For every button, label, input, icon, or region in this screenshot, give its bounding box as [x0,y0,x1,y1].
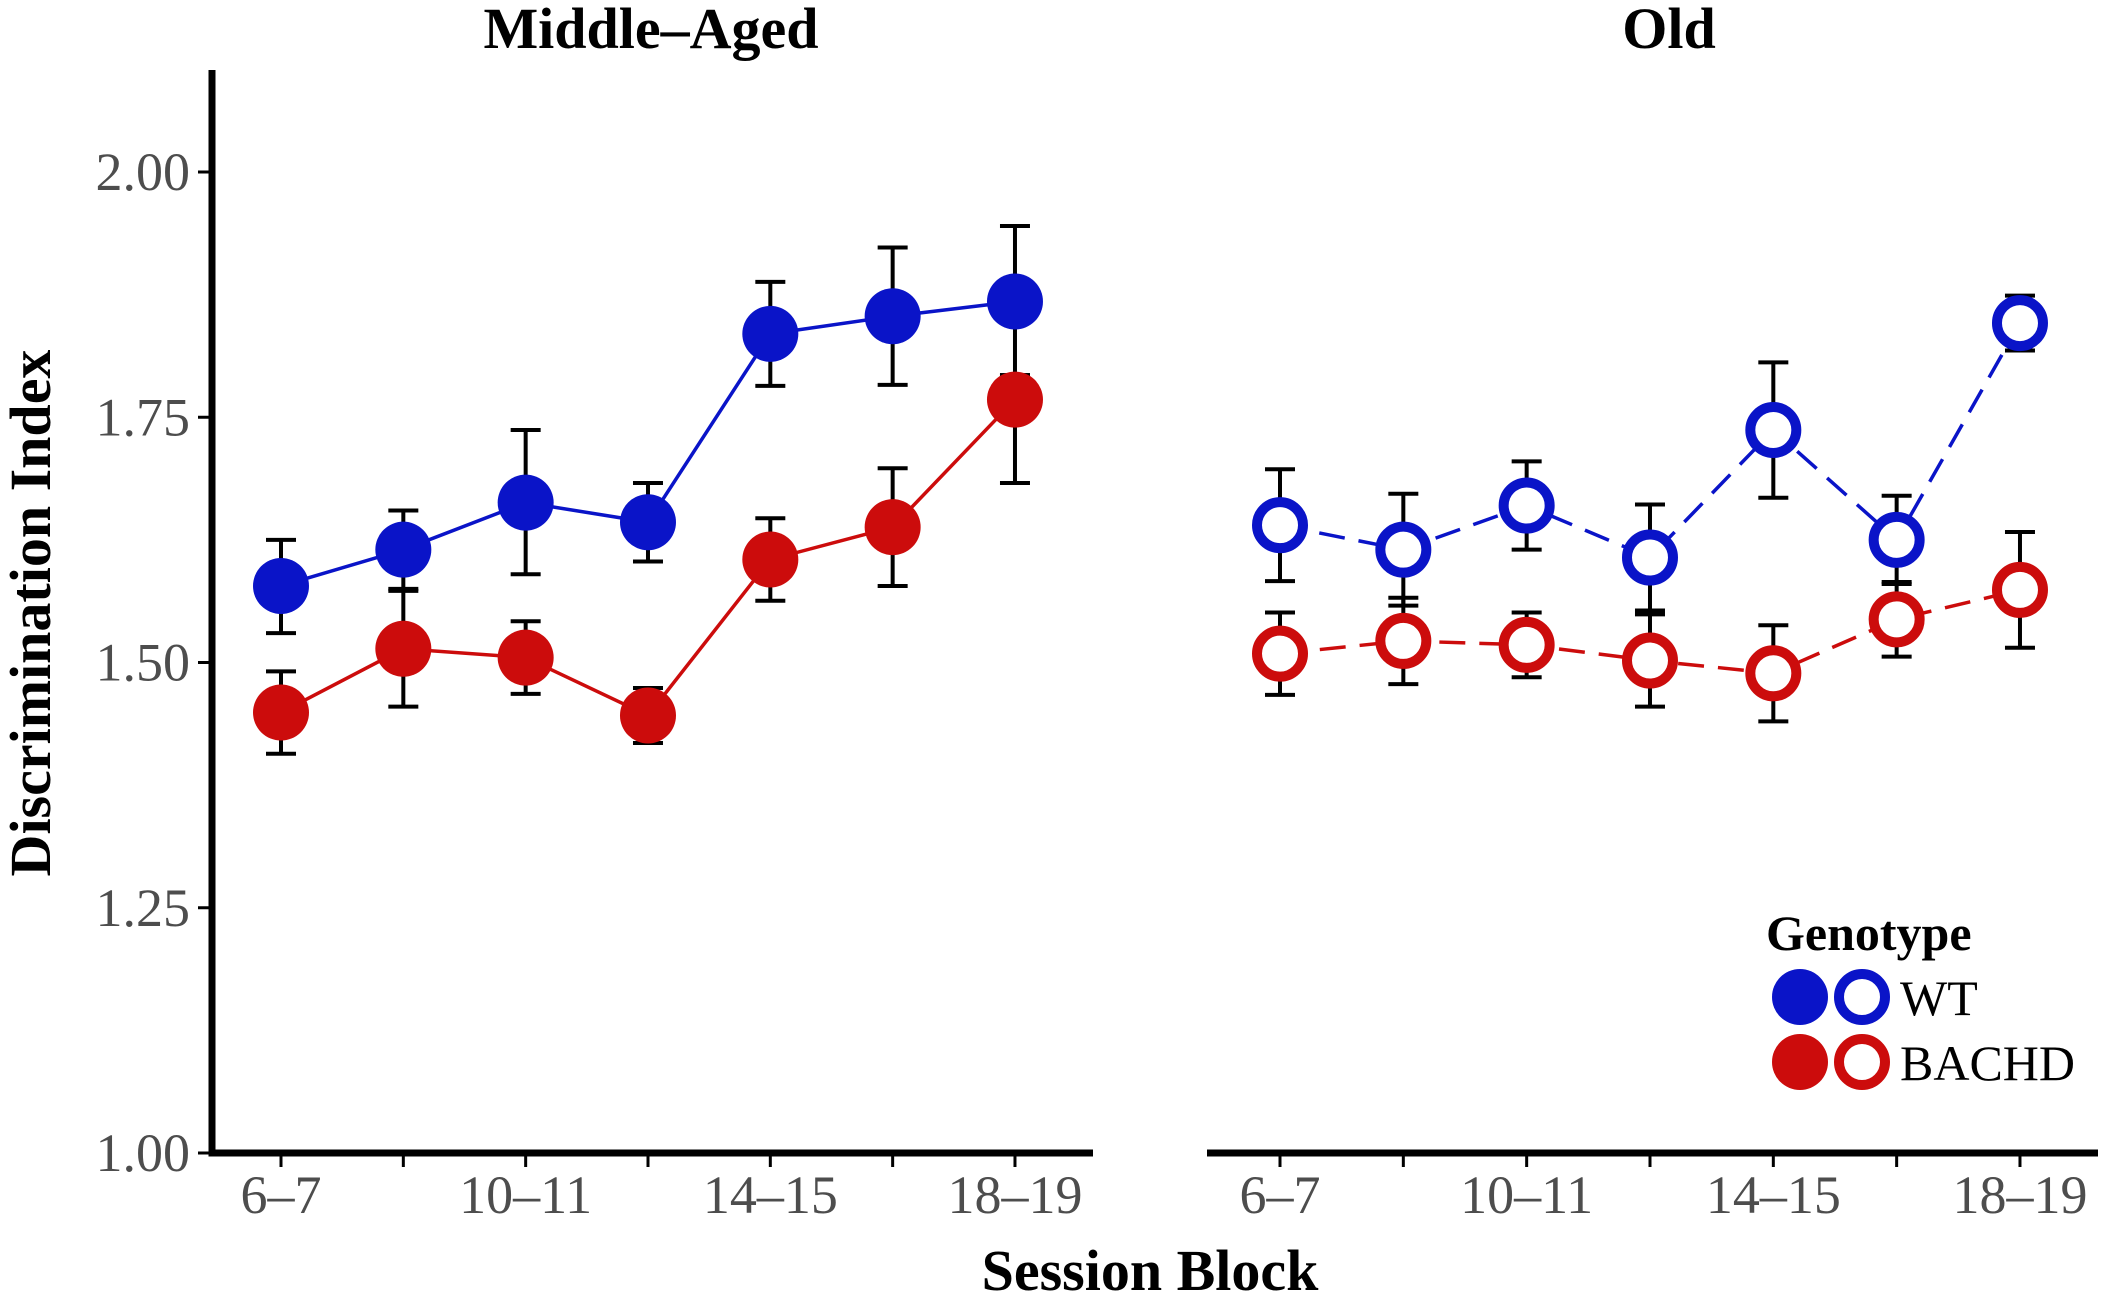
y-tick-label-3: 1.75 [96,387,191,447]
y-tick-label-2: 1.50 [96,633,191,693]
x-tick-label-p0-4: 14–15 [703,1165,838,1225]
x-ticks: 6–7 10–11 14–15 18–19 6–7 10–11 14–15 18–19 [241,1153,2087,1225]
y-tick-label-4: 2.00 [96,142,191,202]
point-p1-bachd-14-15 [1745,645,1802,702]
point-p1-wt-6-7 [1252,497,1308,554]
point-p1-bachd-18-19 [1991,561,2048,618]
x-tick-label-p0-2: 10–11 [459,1165,592,1225]
point-p1-wt-16-17 [1868,511,1925,568]
legend-bachd-open-marker [1834,1034,1890,1090]
y-ticks: 1.00 1.25 1.50 1.75 2.00 [96,142,212,1183]
point-p0-bachd-8-9 [375,620,432,677]
legend-wt-open-marker [1834,969,1890,1025]
x-tick-label-p1-6: 18–19 [1952,1165,2087,1225]
point-p0-wt-10-11 [497,474,554,531]
point-p0-wt-12-13 [619,494,676,551]
point-p0-wt-8-9 [375,521,432,578]
point-p0-bachd-12-13 [619,687,676,744]
panel-title-old: Old [1622,0,1716,61]
point-p0-bachd-14-15 [742,531,799,588]
point-p1-wt-10-11 [1498,477,1555,534]
point-p0-bachd-10-11 [497,629,554,686]
point-p1-bachd-8-9 [1375,612,1432,669]
x-tick-label-p1-0: 6–7 [1240,1165,1321,1225]
legend-bachd-filled-marker [1772,1034,1828,1090]
point-p0-wt-6-7 [253,557,309,614]
point-p0-bachd-6-7 [253,684,309,741]
point-p0-wt-14-15 [742,305,799,362]
x-tick-label-p1-2: 10–11 [1460,1165,1593,1225]
point-p1-wt-8-9 [1375,521,1432,578]
point-p1-bachd-10-11 [1498,616,1555,673]
point-p0-wt-16-17 [864,288,921,345]
legend-label-wt: WT [1900,970,1978,1026]
point-p1-wt-14-15 [1745,402,1802,459]
legend: Genotype WT BACHD [1766,905,2075,1091]
point-p1-bachd-12-13 [1621,632,1678,689]
point-p0-wt-18-19 [986,273,1043,330]
x-axis-title: Session Block [982,1238,1320,1293]
point-p1-bachd-16-17 [1868,591,1925,648]
point-p1-wt-12-13 [1621,529,1678,586]
legend-wt-filled-marker [1772,969,1828,1025]
x-tick-label-p0-0: 6–7 [241,1165,322,1225]
point-p0-bachd-16-17 [864,499,921,556]
panel-title-middle-aged: Middle–Aged [483,0,818,61]
y-axis-title: Discrimination Index [0,350,63,877]
plot-area [253,223,2048,756]
legend-title: Genotype [1766,905,1972,961]
point-p1-wt-18-19 [1991,295,2048,352]
x-tick-label-p0-6: 18–19 [947,1165,1082,1225]
y-tick-label-0: 1.00 [96,1123,191,1183]
legend-label-bachd: BACHD [1900,1035,2075,1091]
point-p1-bachd-6-7 [1252,625,1308,682]
point-p0-bachd-18-19 [986,371,1043,428]
y-tick-label-1: 1.25 [96,878,191,938]
x-tick-label-p1-4: 14–15 [1706,1165,1841,1225]
